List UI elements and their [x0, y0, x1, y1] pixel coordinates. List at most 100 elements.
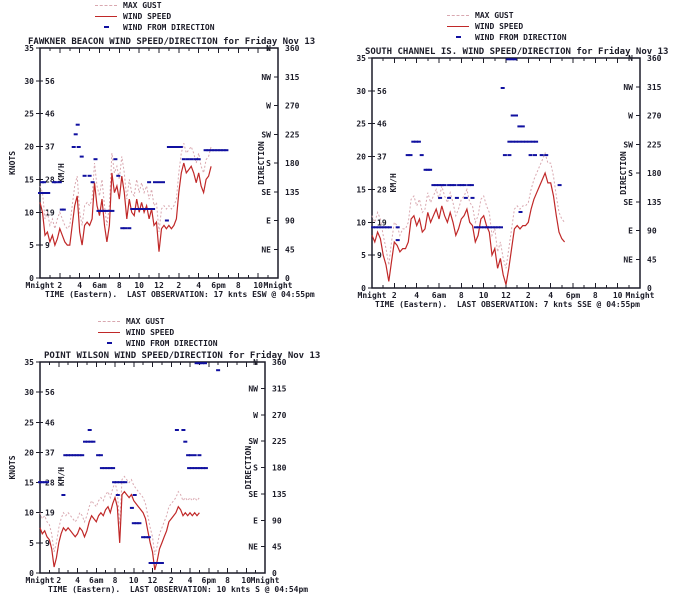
- x-tick-label: 10: [129, 576, 139, 585]
- axis-ticks: [368, 57, 641, 289]
- x-tick-label: Mnight: [358, 290, 387, 300]
- x-tick-label: 6pm: [202, 576, 217, 585]
- legend-row-max-gust: MAX GUST: [447, 10, 567, 21]
- kmh-tick-label: 46: [377, 120, 387, 129]
- plot-frame: [371, 57, 641, 289]
- legend-row-wind-speed: WIND SPEED: [447, 21, 567, 32]
- x-tick-label: Mnight: [264, 280, 293, 290]
- x-tick-label: 6pm: [211, 281, 226, 290]
- wind-direction-dots: [38, 123, 229, 230]
- compass-tick-label: S: [253, 464, 258, 473]
- x-tick-label: 8: [593, 291, 598, 300]
- chart-caption-fawkner-beacon: TIME (Eastern). LAST OBSERVATION: 17 knt…: [45, 290, 315, 299]
- degree-tick-label: 0: [272, 569, 277, 578]
- x-tick-label: 4: [414, 291, 419, 300]
- x-tick-label: 8: [236, 281, 241, 290]
- legend-point-wilson: MAX GUST WIND SPEED WIND FROM DIRECTION: [98, 316, 218, 349]
- legend-label: WIND FROM DIRECTION: [475, 33, 567, 42]
- x-tick-label: 12: [501, 291, 511, 300]
- degree-tick-label: 90: [285, 217, 295, 226]
- plot-frame: [39, 361, 266, 574]
- degree-tick-label: 45: [272, 543, 282, 552]
- wind-speed-line-sample-icon: [98, 327, 120, 338]
- legend-row-wind-speed: WIND SPEED: [98, 327, 218, 338]
- kmh-tick-label: 46: [45, 418, 55, 427]
- knots-tick-label: 15: [24, 479, 34, 488]
- compass-tick-label: SW: [248, 437, 258, 446]
- plot-frame: [39, 47, 279, 279]
- x-tick-label: 6am: [92, 281, 107, 290]
- knots-tick-label: 10: [24, 509, 34, 518]
- degree-tick-label: 90: [647, 227, 657, 236]
- knots-tick-label: 0: [361, 284, 366, 293]
- degree-tick-label: 270: [285, 102, 300, 111]
- compass-tick-label: E: [266, 217, 271, 226]
- compass-tick-label: SE: [623, 198, 633, 207]
- x-tick-label: Mnight: [251, 575, 280, 585]
- wind-direction-dots: [38, 362, 221, 564]
- degree-tick-label: 315: [647, 83, 662, 92]
- legend-fawkner: MAX GUST WIND SPEED WIND FROM DIRECTION: [95, 0, 215, 33]
- wind-speed-line: [39, 162, 212, 252]
- kmh-tick-label: 46: [45, 110, 55, 119]
- kmh-tick-label: 37: [45, 143, 55, 152]
- compass-tick-label: NE: [623, 255, 633, 264]
- degree-tick-label: 225: [647, 140, 662, 149]
- kmh-axis-label: KM/H: [57, 163, 66, 182]
- wind-speed-line: [371, 171, 566, 285]
- wind-speed-line-sample-icon: [447, 21, 469, 32]
- x-tick-label: 6am: [432, 291, 447, 300]
- legend-label: MAX GUST: [123, 1, 162, 10]
- degree-tick-label: 270: [647, 112, 662, 121]
- degree-tick-label: 315: [272, 384, 287, 393]
- knots-tick-label: 10: [356, 218, 366, 227]
- degree-tick-label: 0: [285, 274, 290, 283]
- x-tick-label: 12: [148, 576, 158, 585]
- x-tick-label: 2: [176, 281, 181, 290]
- max-gust-line-sample-icon: [447, 10, 469, 21]
- legend-label: MAX GUST: [475, 11, 514, 20]
- x-tick-label: 10: [134, 281, 144, 290]
- degree-tick-label: 225: [272, 437, 287, 446]
- x-tick-label: 4: [77, 281, 82, 290]
- x-tick-label: 4: [196, 281, 201, 290]
- kmh-tick-label: 37: [45, 448, 55, 457]
- legend-label: WIND SPEED: [123, 12, 172, 21]
- x-tick-label: 4: [75, 576, 80, 585]
- knots-tick-label: 0: [29, 274, 34, 283]
- legend-row-max-gust: MAX GUST: [95, 0, 215, 11]
- legend-label: WIND SPEED: [475, 22, 524, 31]
- x-tick-label: 8: [113, 576, 118, 585]
- compass-tick-label: NW: [261, 73, 271, 82]
- x-tick-label: 2: [526, 291, 531, 300]
- legend-label: WIND FROM DIRECTION: [126, 339, 218, 348]
- kmh-axis-label: KM/H: [57, 467, 66, 486]
- knots-tick-label: 5: [29, 241, 34, 250]
- knots-axis-label: KNOTS: [8, 455, 17, 479]
- degree-tick-label: 360: [647, 54, 662, 63]
- x-tick-label: Mnight: [626, 290, 655, 300]
- x-tick-label: 12: [154, 281, 164, 290]
- knots-tick-label: 10: [24, 208, 34, 217]
- x-tick-label: 2: [56, 576, 61, 585]
- kmh-tick-label: 56: [45, 388, 55, 397]
- degree-tick-label: 270: [272, 411, 287, 420]
- compass-tick-label: NW: [623, 83, 633, 92]
- x-tick-label: 8: [117, 281, 122, 290]
- degree-tick-label: 135: [647, 198, 662, 207]
- chart-caption-south-channel: TIME (Eastern). LAST OBSERVATION: 7 knts…: [375, 300, 640, 309]
- wind-speed-line-sample-icon: [95, 11, 117, 22]
- legend-label: WIND FROM DIRECTION: [123, 23, 215, 32]
- max-gust-line: [39, 143, 212, 233]
- x-tick-label: 6am: [89, 576, 104, 585]
- max-gust-line: [39, 475, 200, 556]
- knots-tick-label: 0: [29, 569, 34, 578]
- kmh-tick-label: 19: [45, 208, 55, 217]
- x-tick-label: 10: [253, 281, 263, 290]
- kmh-tick-label: 56: [45, 77, 55, 86]
- knots-tick-label: 5: [29, 539, 34, 548]
- knots-tick-label: 15: [24, 175, 34, 184]
- direction-axis-label: DIRECTION: [244, 446, 253, 490]
- compass-tick-label: W: [253, 411, 258, 420]
- compass-tick-label: W: [266, 102, 271, 111]
